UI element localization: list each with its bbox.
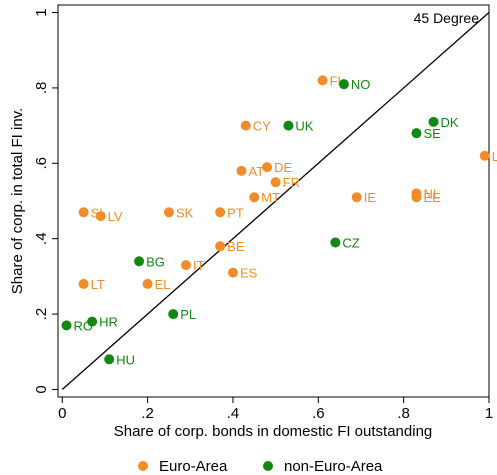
y-axis: 0 .2 .4 .6 .8 1: [33, 8, 58, 394]
x-tick-label: .6: [312, 405, 325, 422]
point-label-ro: RO: [74, 318, 94, 333]
point-label-el: EL: [155, 277, 171, 292]
point-label-se: SE: [423, 126, 441, 141]
point-euro-area-de: [262, 162, 273, 173]
x-tick-label: .2: [141, 405, 154, 422]
point-label-ee: EE: [423, 190, 441, 205]
point-label-pl: PL: [180, 307, 196, 322]
point-non-euro-area-uk: [283, 120, 294, 131]
point-label-dk: DK: [441, 115, 459, 130]
x-tick-label: .4: [227, 405, 240, 422]
point-euro-area-sk: [163, 207, 174, 218]
point-label-ie: IE: [364, 190, 377, 205]
point-label-hu: HU: [116, 352, 135, 367]
point-euro-area-ee: [411, 192, 422, 203]
y-tick-label: 1: [33, 8, 50, 16]
point-label-at: AT: [248, 164, 264, 179]
point-label-de: DE: [274, 160, 292, 175]
point-non-euro-area-ro: [61, 320, 72, 331]
plot-frame: [57, 4, 490, 398]
point-non-euro-area-se: [411, 128, 422, 139]
point-label-no: NO: [351, 77, 371, 92]
point-non-euro-area-dk: [428, 116, 439, 127]
point-euro-area-ie: [351, 192, 362, 203]
point-euro-area-lv: [95, 211, 106, 222]
y-tick-label: .2: [33, 308, 50, 321]
x-axis-title: Share of corp. bonds in domestic FI outs…: [114, 423, 433, 440]
x-tick-label: .8: [397, 405, 410, 422]
legend-label-euro-area: Euro-Area: [159, 458, 228, 475]
point-non-euro-area-pl: [168, 309, 179, 320]
data-points: FICYATDEFRMTSILVSKPTBEITESLTELIENLEELUNO…: [61, 73, 497, 367]
point-label-pt: PT: [227, 205, 244, 220]
point-euro-area-fr: [270, 177, 281, 188]
point-euro-area-lu: [479, 150, 490, 161]
point-label-mt: MT: [261, 190, 280, 205]
point-euro-area-es: [227, 267, 238, 278]
point-euro-area-fi: [317, 75, 328, 86]
y-axis-title: Share of corp. in total FI inv.: [9, 108, 26, 294]
point-label-nl: NL: [423, 186, 440, 201]
point-non-euro-area-hr: [87, 316, 98, 327]
point-label-it: IT: [193, 258, 205, 273]
point-label-cz: CZ: [342, 235, 359, 250]
point-euro-area-pt: [215, 207, 226, 218]
point-label-fi: FI: [330, 73, 342, 88]
legend-label-non-euro-area: non-Euro-Area: [284, 458, 383, 475]
point-euro-area-at: [236, 165, 247, 176]
y-tick-label: 0: [33, 385, 50, 393]
point-label-hr: HR: [99, 315, 118, 330]
point-label-es: ES: [240, 266, 258, 281]
reference-line-45-degree: [61, 12, 490, 390]
point-label-sk: SK: [176, 205, 194, 220]
point-non-euro-area-hu: [104, 354, 115, 365]
point-euro-area-si: [78, 207, 89, 218]
legend-marker-euro-area: [138, 461, 148, 471]
x-axis: 0 .2 .4 .6 .8 1: [58, 397, 493, 422]
point-label-bg: BG: [146, 254, 165, 269]
point-non-euro-area-bg: [134, 256, 145, 267]
point-euro-area-it: [181, 260, 192, 271]
x-tick-label: 0: [58, 405, 66, 422]
point-euro-area-lt: [78, 278, 89, 289]
point-label-uk: UK: [295, 119, 313, 134]
point-non-euro-area-no: [338, 79, 349, 90]
x-tick-label: 1: [485, 405, 493, 422]
y-tick-label: .8: [33, 82, 50, 95]
point-label-lv: LV: [108, 209, 123, 224]
point-euro-area-be: [215, 241, 226, 252]
point-label-be: BE: [227, 239, 245, 254]
point-non-euro-area-cz: [330, 237, 341, 248]
point-label-fr: FR: [283, 175, 300, 190]
reference-line-label: 45 Degree: [414, 10, 480, 26]
point-euro-area-mt: [249, 192, 260, 203]
legend: Euro-Area non-Euro-Area: [138, 458, 383, 475]
y-tick-label: .4: [33, 232, 50, 245]
point-euro-area-el: [142, 278, 153, 289]
point-label-cy: CY: [253, 119, 271, 134]
legend-marker-non-euro-area: [263, 461, 273, 471]
y-tick-label: .6: [33, 157, 50, 170]
point-label-lt: LT: [91, 277, 105, 292]
point-euro-area-cy: [240, 120, 251, 131]
point-label-lu: LU: [492, 149, 497, 164]
